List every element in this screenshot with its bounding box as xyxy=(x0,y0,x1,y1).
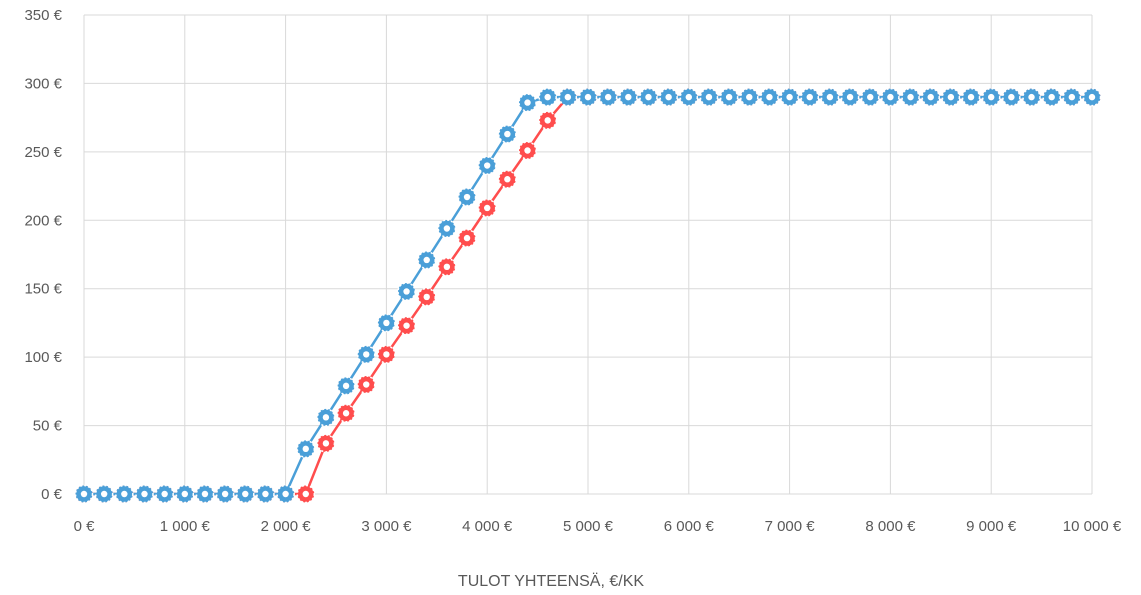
x-tick-label: 2 000 € xyxy=(261,518,312,535)
data-point-center xyxy=(100,490,108,498)
x-axis-title: TULOT YHTEENSÄ, €/KK xyxy=(458,572,644,590)
data-point-center xyxy=(826,93,834,101)
data-point-center xyxy=(383,351,390,358)
data-point-center xyxy=(423,293,430,301)
data-point-center xyxy=(846,93,854,101)
x-tick-label: 5 000 € xyxy=(563,518,614,535)
data-point-center xyxy=(544,117,551,124)
data-point-center xyxy=(423,256,430,264)
data-point-center xyxy=(342,382,350,390)
data-point-center xyxy=(363,381,370,388)
data-point-center xyxy=(302,445,309,453)
x-tick-label: 10 000 € xyxy=(1063,518,1122,535)
data-point-center xyxy=(665,93,672,101)
x-axis-tick-labels: 0 € 1 000 € 2 000 € 3 000 € 4 000 € 5 000 € 6 … xyxy=(74,518,1122,535)
data-point-center xyxy=(504,176,511,183)
data-point-center xyxy=(685,93,692,101)
data-point-center xyxy=(1008,93,1015,101)
x-tick-label: 1 000 € xyxy=(160,518,211,535)
data-point-center xyxy=(887,93,894,101)
y-tick-label: 250 € xyxy=(24,144,62,161)
data-point-center xyxy=(363,351,370,358)
y-tick-label: 100 € xyxy=(24,349,62,366)
data-point-center xyxy=(383,319,390,327)
data-point-center xyxy=(403,288,410,295)
x-tick-label: 6 000 € xyxy=(664,518,715,535)
data-point-center xyxy=(564,93,572,101)
data-point-center xyxy=(645,93,652,101)
gridlines xyxy=(83,14,1093,495)
data-point-center xyxy=(262,490,269,498)
data-point-center xyxy=(242,490,249,498)
data-point-center xyxy=(181,490,188,498)
data-point-center xyxy=(221,490,229,498)
data-point-center xyxy=(725,93,733,101)
data-point-center xyxy=(504,130,511,138)
data-point-center xyxy=(604,93,612,101)
y-tick-label: 50 € xyxy=(33,418,63,435)
data-point-center xyxy=(524,99,531,106)
data-point-center xyxy=(463,234,471,242)
data-point-center xyxy=(746,93,753,101)
data-point-center xyxy=(988,93,995,101)
series-layer xyxy=(74,87,1102,504)
data-point-center xyxy=(141,490,148,498)
data-point-center xyxy=(403,322,410,329)
data-point-center xyxy=(524,147,531,154)
data-point-center xyxy=(322,414,330,421)
data-point-center xyxy=(544,93,551,101)
y-tick-label: 300 € xyxy=(24,75,62,92)
data-point-center xyxy=(1068,93,1076,101)
data-point-center xyxy=(967,93,975,101)
data-point-center xyxy=(322,440,330,447)
y-tick-label: 150 € xyxy=(24,281,62,298)
data-point-center xyxy=(443,225,451,232)
data-point-center xyxy=(342,410,350,417)
data-point-center xyxy=(484,204,491,212)
x-tick-label: 3 000 € xyxy=(361,518,412,535)
data-point-center xyxy=(161,490,168,498)
data-point-center xyxy=(1028,93,1035,101)
data-point-center xyxy=(766,93,773,101)
data-point-center xyxy=(121,490,128,498)
data-point-center xyxy=(80,490,88,498)
data-point-center xyxy=(584,93,592,101)
data-point-center xyxy=(443,263,451,271)
y-tick-label: 200 € xyxy=(24,212,62,229)
y-axis-tick-labels: 0 € 50 € 100 € 150 € 200 € 250 € 300 € 350 € xyxy=(24,7,62,503)
x-tick-label: 9 000 € xyxy=(966,518,1017,535)
y-tick-label: 0 € xyxy=(41,486,63,503)
data-point-center xyxy=(867,93,874,101)
data-point-center xyxy=(282,490,289,498)
data-point-center xyxy=(201,490,209,498)
data-point-center xyxy=(484,162,491,169)
x-tick-label: 4 000 € xyxy=(462,518,513,535)
x-tick-label: 0 € xyxy=(74,518,96,535)
x-tick-label: 7 000 € xyxy=(765,518,816,535)
x-tick-label: 8 000 € xyxy=(865,518,916,535)
data-point-center xyxy=(1088,93,1096,101)
data-point-center xyxy=(1048,93,1055,101)
data-point-center xyxy=(786,93,793,101)
data-point-center xyxy=(302,490,309,498)
data-point-center xyxy=(907,93,914,101)
data-point-center xyxy=(625,93,632,101)
series-2 xyxy=(74,87,1102,504)
data-point-center xyxy=(463,193,471,201)
data-point-center xyxy=(927,93,934,101)
data-point-center xyxy=(947,93,955,101)
data-point-center xyxy=(806,93,813,101)
data-point-center xyxy=(705,93,713,101)
y-tick-label: 350 € xyxy=(24,7,62,24)
